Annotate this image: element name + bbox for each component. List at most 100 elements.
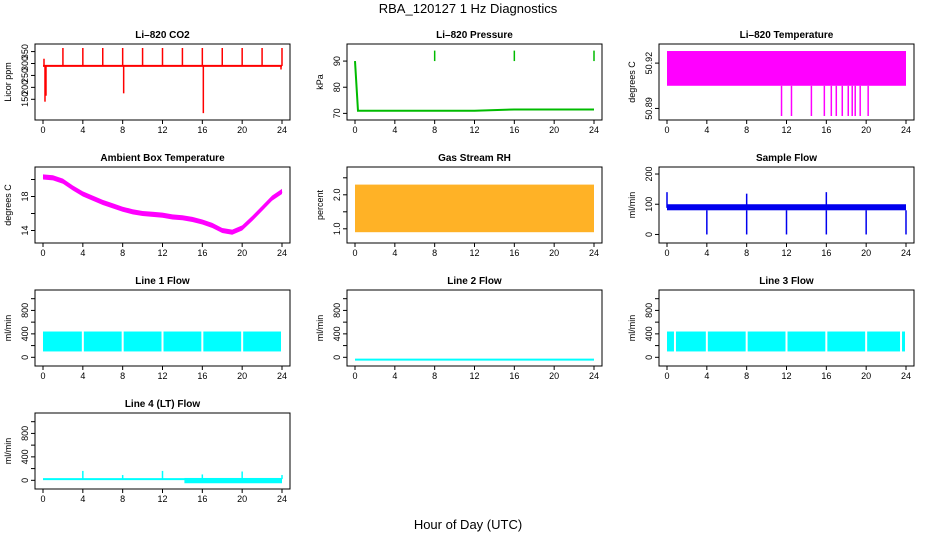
x-tick-label: 4 xyxy=(392,125,397,135)
data-band xyxy=(867,331,901,352)
y-tick-label: 300 xyxy=(20,56,30,71)
x-tick-label: 0 xyxy=(664,248,669,258)
panel-sample_flow: Sample Flow ml/min 0 4 8 12 16 20 24 0 100 200 xyxy=(627,153,915,258)
x-tick-label: 20 xyxy=(549,371,559,381)
y-axis-label: percent xyxy=(315,189,325,220)
y-tick-label: 70 xyxy=(332,108,342,118)
y-axis-label: ml/min xyxy=(3,438,13,465)
x-tick-label: 24 xyxy=(901,371,911,381)
y-tick-label: 200 xyxy=(644,167,654,182)
x-tick-label: 24 xyxy=(277,248,287,258)
x-tick-label: 8 xyxy=(432,125,437,135)
x-tick-label: 0 xyxy=(664,371,669,381)
y-tick-label: 400 xyxy=(20,326,30,341)
data-band xyxy=(827,331,866,352)
data-band xyxy=(163,331,202,352)
x-tick-label: 8 xyxy=(120,371,125,381)
x-tick-label: 24 xyxy=(277,494,287,504)
data-band xyxy=(83,331,122,352)
x-tick-label: 4 xyxy=(392,371,397,381)
page-xlabel: Hour of Day (UTC) xyxy=(413,517,523,532)
y-axis-label: ml/min xyxy=(315,315,325,342)
y-axis-label: Licor ppm xyxy=(3,62,13,102)
x-tick-label: 12 xyxy=(781,125,791,135)
x-tick-label: 20 xyxy=(861,371,871,381)
x-tick-label: 8 xyxy=(744,248,749,258)
x-tick-label: 24 xyxy=(277,125,287,135)
panel-line3: Line 3 Flow ml/min 0 4 8 12 16 20 24 0 400 800 xyxy=(627,276,915,381)
x-tick-label: 8 xyxy=(744,371,749,381)
x-tick-label: 16 xyxy=(509,248,519,258)
x-tick-label: 16 xyxy=(821,248,831,258)
x-tick-label: 12 xyxy=(469,125,479,135)
x-tick-label: 4 xyxy=(704,248,709,258)
y-tick-label: 18 xyxy=(20,191,30,201)
x-tick-label: 12 xyxy=(157,371,167,381)
chart-title: Gas Stream RH xyxy=(438,153,511,164)
chart-title: Ambient Box Temperature xyxy=(100,153,225,164)
page-title: RBA_120127 1 Hz Diagnostics xyxy=(378,1,558,16)
y-tick-label: 0 xyxy=(20,478,30,483)
x-tick-label: 12 xyxy=(157,494,167,504)
data-band xyxy=(707,331,746,352)
y-axis-label: ml/min xyxy=(627,315,637,342)
x-tick-label: 0 xyxy=(352,371,357,381)
y-tick-label: 0 xyxy=(20,355,30,360)
panel-licor_temp: Li–820 Temperature degrees C 0 4 8 12 16 20 24 50… xyxy=(627,30,915,135)
y-axis-label: kPa xyxy=(315,74,325,90)
x-tick-label: 24 xyxy=(901,125,911,135)
x-tick-label: 12 xyxy=(781,371,791,381)
y-tick-label: 400 xyxy=(332,326,342,341)
y-tick-label: 90 xyxy=(332,56,342,66)
y-tick-label: 350 xyxy=(20,44,30,59)
y-tick-label: 800 xyxy=(644,303,654,318)
data-series-line xyxy=(42,175,283,234)
data-band xyxy=(355,184,594,233)
x-tick-label: 16 xyxy=(197,125,207,135)
x-tick-label: 0 xyxy=(40,494,45,504)
data-band xyxy=(667,51,906,86)
data-band xyxy=(675,331,706,352)
y-axis-label: ml/min xyxy=(627,192,637,219)
x-tick-label: 12 xyxy=(469,371,479,381)
data-band xyxy=(747,331,786,352)
y-tick-label: 50.89 xyxy=(644,97,654,120)
x-tick-label: 0 xyxy=(40,125,45,135)
data-band xyxy=(787,331,826,352)
x-tick-label: 20 xyxy=(237,248,247,258)
x-tick-label: 24 xyxy=(901,248,911,258)
y-axis-label: ml/min xyxy=(3,315,13,342)
panel-rh: Gas Stream RH percent 0 4 8 12 16 20 24 1.0 2.0 xyxy=(315,153,603,258)
x-tick-label: 4 xyxy=(704,125,709,135)
x-tick-label: 0 xyxy=(352,125,357,135)
x-tick-label: 8 xyxy=(120,494,125,504)
chart-title: Sample Flow xyxy=(756,153,817,164)
data-band xyxy=(902,331,905,352)
x-tick-label: 20 xyxy=(237,125,247,135)
plot-frame xyxy=(658,289,915,367)
x-tick-label: 12 xyxy=(781,248,791,258)
chart-title: Li–820 Pressure xyxy=(436,30,513,41)
y-tick-label: 100 xyxy=(644,197,654,212)
x-tick-label: 12 xyxy=(469,248,479,258)
y-tick-label: 250 xyxy=(20,68,30,83)
x-tick-label: 4 xyxy=(80,494,85,504)
data-band xyxy=(667,331,674,352)
chart-title: Line 1 Flow xyxy=(135,276,190,287)
x-tick-label: 8 xyxy=(744,125,749,135)
x-tick-label: 4 xyxy=(80,125,85,135)
x-tick-label: 16 xyxy=(821,371,831,381)
y-tick-label: 14 xyxy=(20,225,30,235)
x-tick-label: 4 xyxy=(704,371,709,381)
chart-title: Li–820 CO2 xyxy=(135,30,190,41)
y-tick-label: 150 xyxy=(20,92,30,107)
y-axis-label: degrees C xyxy=(627,61,637,103)
x-tick-label: 0 xyxy=(664,125,669,135)
data-band xyxy=(243,331,281,352)
x-tick-label: 0 xyxy=(40,248,45,258)
x-tick-label: 8 xyxy=(120,248,125,258)
y-tick-label: 0 xyxy=(644,232,654,237)
y-tick-label: 800 xyxy=(20,426,30,441)
y-tick-label: 400 xyxy=(644,326,654,341)
x-tick-label: 24 xyxy=(277,371,287,381)
